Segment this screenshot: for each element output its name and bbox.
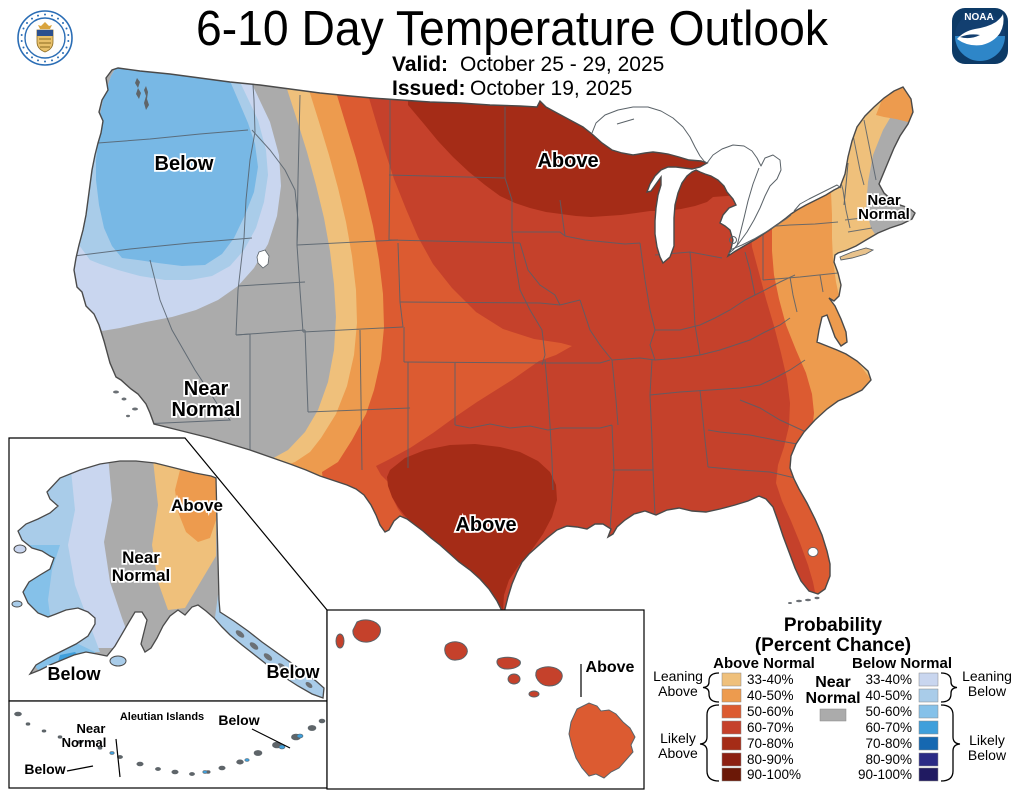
svg-text:Near: Near [77,721,106,736]
svg-text:Above: Above [537,150,598,172]
svg-text:Below Normal: Below Normal [852,655,952,672]
svg-text:Normal: Normal [112,566,171,585]
svg-text:Above: Above [171,496,223,515]
svg-text:60-70%: 60-70% [747,720,794,735]
svg-text:Above: Above [586,659,635,676]
svg-text:Near: Near [815,674,851,691]
svg-text:40-50%: 40-50% [747,688,794,703]
svg-text:Likely: Likely [660,730,696,746]
svg-text:Near: Near [867,192,901,209]
svg-text:Leaning: Leaning [653,668,703,684]
svg-text:Above: Above [658,745,698,761]
svg-text:Normal: Normal [858,206,910,223]
svg-text:Below: Below [24,761,65,777]
svg-text:90-100%: 90-100% [858,767,912,782]
svg-text:80-90%: 80-90% [747,752,794,767]
svg-text:Above Normal: Above Normal [713,655,815,672]
svg-text:Above: Above [658,683,698,699]
svg-text:Below: Below [155,153,214,175]
svg-text:70-80%: 70-80% [865,736,912,751]
svg-text:Normal: Normal [172,399,241,421]
svg-text:90-100%: 90-100% [747,767,801,782]
svg-text:Below: Below [968,683,1007,699]
svg-text:Near: Near [122,548,160,567]
svg-text:Below: Below [968,747,1007,763]
svg-text:Near: Near [184,378,229,400]
svg-text:60-70%: 60-70% [865,720,912,735]
svg-text:Above: Above [455,514,516,536]
svg-text:(Percent Chance): (Percent Chance) [755,635,911,656]
svg-text:Aleutian Islands: Aleutian Islands [120,711,204,723]
svg-text:50-60%: 50-60% [747,704,794,719]
svg-text:Normal: Normal [805,690,860,707]
svg-text:NOAA: NOAA [964,12,993,23]
svg-text:October 19, 2025: October 19, 2025 [470,77,632,100]
svg-text:Below: Below [47,664,101,684]
svg-text:Likely: Likely [969,732,1005,748]
svg-text:Below: Below [218,712,259,728]
svg-text:40-50%: 40-50% [865,688,912,703]
svg-text:80-90%: 80-90% [865,752,912,767]
svg-text:Probability: Probability [784,615,883,636]
svg-text:Valid:: Valid: [392,53,448,76]
svg-text:33-40%: 33-40% [747,672,794,687]
svg-text:33-40%: 33-40% [865,672,912,687]
svg-text:Leaning: Leaning [962,668,1012,684]
svg-text:Issued:: Issued: [392,77,466,100]
svg-text:70-80%: 70-80% [747,736,794,751]
svg-text:Normal: Normal [62,735,107,750]
svg-text:50-60%: 50-60% [865,704,912,719]
svg-text:6-10 Day Temperature Outlook: 6-10 Day Temperature Outlook [196,2,828,56]
svg-text:October 25 - 29, 2025: October 25 - 29, 2025 [460,53,664,76]
svg-text:Below: Below [266,662,320,682]
